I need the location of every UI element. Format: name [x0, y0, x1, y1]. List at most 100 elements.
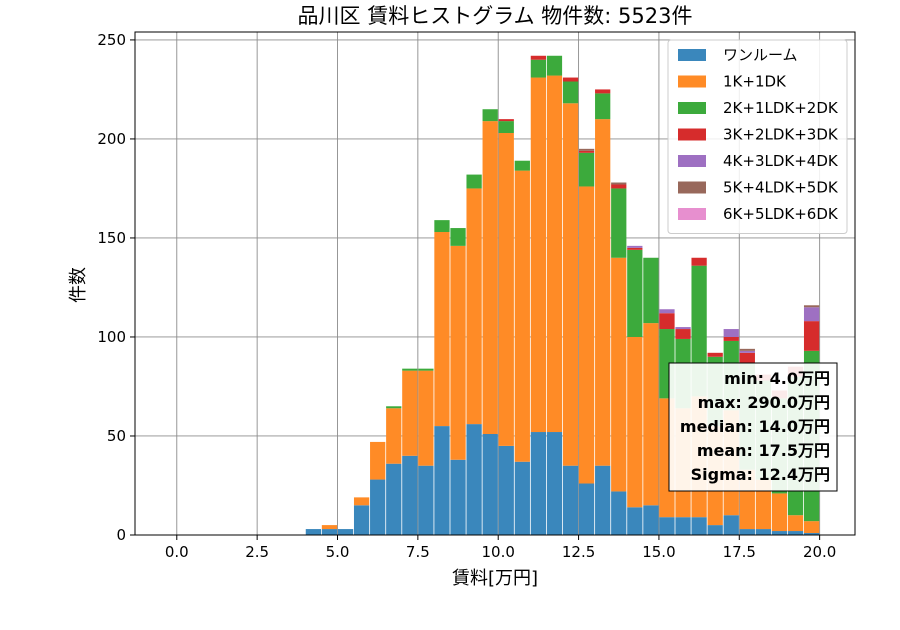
- legend-swatch: [678, 155, 706, 167]
- bar-segment: [353, 505, 370, 535]
- bar-segment: [611, 257, 627, 492]
- bar-segment: [450, 459, 466, 535]
- bar-segment: [498, 132, 514, 446]
- bar-segment: [803, 321, 820, 351]
- bar-segment: [321, 525, 338, 530]
- bar-segment: [466, 424, 482, 535]
- bar-segment: [450, 245, 466, 460]
- legend-label: 3K+2LDK+3DK: [723, 126, 839, 144]
- bar-segment: [578, 152, 595, 187]
- bar-segment: [675, 329, 691, 339]
- bar-segment: [643, 323, 659, 506]
- y-tick-label: 0: [116, 526, 126, 544]
- x-tick-label: 0.0: [165, 543, 189, 561]
- bar-segment: [386, 463, 402, 535]
- bar-segment: [723, 336, 739, 341]
- bar-segment: [546, 55, 563, 76]
- bar-segment: [434, 232, 450, 427]
- bar-segment: [755, 479, 772, 530]
- y-axis-label: 件数: [68, 267, 89, 303]
- bar-segment: [739, 529, 755, 535]
- bar-segment: [418, 370, 434, 466]
- bar-segment: [434, 220, 450, 233]
- bar-segment: [787, 515, 804, 532]
- bar-segment: [595, 89, 611, 94]
- bar-segment: [498, 445, 514, 535]
- bar-segment: [691, 517, 707, 535]
- bar-segment: [450, 228, 466, 246]
- bar-segment: [675, 517, 691, 535]
- bar-segment: [562, 81, 579, 104]
- bar-segment: [514, 160, 530, 171]
- bar-segment: [337, 529, 354, 535]
- x-tick-label: 7.5: [406, 543, 430, 561]
- legend-label: 1K+1DK: [723, 73, 787, 91]
- stats-line: median: 14.0万円: [680, 417, 830, 436]
- bar-segment: [482, 121, 498, 435]
- bar-segment: [627, 249, 643, 337]
- bar-segment: [546, 75, 563, 433]
- bar-segment: [578, 483, 595, 535]
- bar-segment: [530, 432, 547, 535]
- y-tick-label: 250: [97, 31, 126, 49]
- bar-segment: [755, 529, 772, 535]
- bar-segment: [595, 119, 611, 466]
- stats-line: max: 290.0万円: [698, 393, 830, 412]
- bar-segment: [530, 77, 547, 433]
- bar-segment: [659, 313, 675, 330]
- bar-segment: [643, 505, 659, 535]
- bar-segment: [611, 184, 627, 189]
- bar-segment: [402, 368, 418, 371]
- bar-segment: [482, 109, 498, 122]
- legend-label: 5K+4LDK+5DK: [723, 179, 839, 197]
- y-axis-ticks: 0 50 100 150 200 250: [97, 31, 135, 544]
- bar-segment: [659, 309, 675, 314]
- x-tick-label: 17.5: [723, 543, 756, 561]
- x-axis-ticks: 0.0 2.5 5.0 7.5 10.0 12.5 15.0 17.5 20.0: [165, 535, 836, 561]
- x-tick-label: 5.0: [326, 543, 350, 561]
- chart-title: 品川区 賃料ヒストグラム 物件数: 5523件: [298, 4, 693, 28]
- bar-segment: [530, 59, 547, 78]
- y-tick-label: 50: [107, 427, 126, 445]
- plot-frame: [134, 31, 856, 536]
- bar-segment: [627, 247, 643, 250]
- bar-segment: [739, 352, 755, 363]
- bar-segment: [530, 55, 547, 60]
- legend-label: 6K+5LDK+6DK: [723, 205, 839, 223]
- bar-segment: [498, 121, 514, 133]
- bar-segment: [611, 491, 627, 535]
- legend: ワンルーム 1K+1DK 2K+1LDK+2DK 3K+2LDK+3DK 4K+3LDK…: [667, 39, 848, 234]
- legend-swatch: [678, 49, 706, 61]
- bar-segment: [578, 148, 595, 151]
- bar-segment: [370, 441, 386, 480]
- legend-swatch: [678, 128, 706, 141]
- bar-segment: [402, 455, 418, 535]
- bar-segment: [562, 465, 579, 535]
- bar-segment: [386, 406, 402, 409]
- bar-segment: [305, 529, 322, 535]
- legend-label: ワンルーム: [723, 46, 798, 64]
- bar-segment: [739, 348, 755, 351]
- legend-label: 4K+3LDK+4DK: [723, 152, 839, 170]
- bar-segment: [418, 368, 434, 371]
- stats-box: min: 4.0万円 max: 290.0万円 median: 14.0万円 mean…: [668, 362, 838, 492]
- stats-line: Sigma: 12.4万円: [691, 465, 830, 484]
- bar-segment: [707, 352, 723, 357]
- bar-segment: [723, 329, 739, 337]
- legend-swatch: [678, 181, 706, 194]
- y-tick-label: 200: [97, 130, 126, 148]
- bar-segment: [611, 182, 627, 185]
- stats-line: min: 4.0万円: [724, 369, 830, 388]
- bar-segment: [514, 170, 530, 462]
- x-tick-label: 20.0: [803, 543, 836, 561]
- bar-segment: [386, 408, 402, 464]
- bar-segment: [627, 336, 643, 508]
- bar-segment: [739, 350, 755, 353]
- bar-segment: [353, 497, 370, 506]
- bar-segment: [434, 426, 450, 535]
- bar-segment: [498, 119, 514, 122]
- bar-segment: [803, 305, 820, 308]
- bar-segment: [771, 531, 788, 535]
- bar-segment: [370, 479, 386, 535]
